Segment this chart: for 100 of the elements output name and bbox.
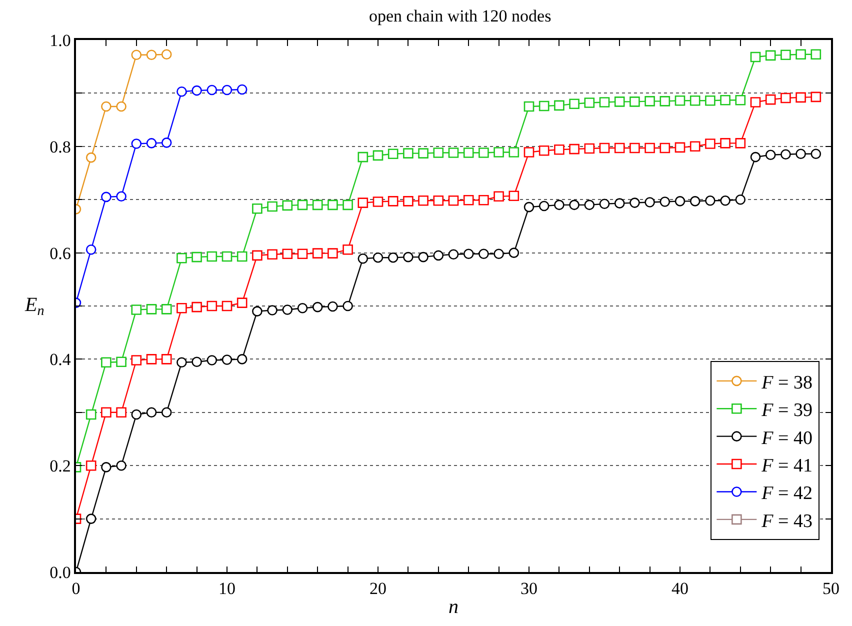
point <box>780 149 791 160</box>
point <box>554 200 564 210</box>
point <box>690 96 700 106</box>
point <box>614 142 625 154</box>
point <box>674 96 686 106</box>
point <box>312 302 323 312</box>
point <box>750 97 761 108</box>
y-tick-label: 1.0 <box>50 30 71 50</box>
point <box>508 248 520 258</box>
point <box>524 101 534 112</box>
point <box>720 94 730 106</box>
point <box>599 97 610 108</box>
point <box>176 302 187 314</box>
point <box>569 98 580 109</box>
point <box>312 200 323 210</box>
point <box>796 148 806 159</box>
x-tick-label: 50 <box>822 579 840 598</box>
point <box>131 138 142 149</box>
point <box>780 50 791 60</box>
point <box>796 49 806 60</box>
point <box>403 148 414 158</box>
point <box>86 152 96 163</box>
point <box>222 300 232 312</box>
y-tick-label: 0.0 <box>50 562 71 582</box>
point <box>463 148 474 158</box>
point <box>403 196 414 206</box>
point <box>252 250 262 261</box>
point <box>222 84 232 96</box>
point <box>328 200 338 210</box>
point <box>161 407 172 418</box>
point <box>810 148 822 159</box>
legend-label: F = 41 <box>760 455 813 476</box>
point <box>448 249 459 260</box>
point <box>101 192 112 202</box>
x-tick-label: 20 <box>370 579 386 598</box>
point <box>388 196 398 206</box>
y-tick-label: 0.6 <box>50 244 71 263</box>
point <box>86 244 96 255</box>
point <box>720 138 730 148</box>
point <box>131 304 142 315</box>
chart-title: open chain with 120 nodes <box>368 6 552 26</box>
point <box>765 50 776 61</box>
y-tick-label: 0.8 <box>50 137 71 156</box>
point <box>765 94 776 105</box>
point <box>644 96 655 106</box>
point <box>131 409 142 420</box>
point <box>358 198 368 208</box>
point <box>222 251 232 262</box>
point <box>735 194 746 205</box>
point <box>735 138 746 148</box>
point <box>328 248 338 258</box>
point <box>418 252 428 262</box>
point <box>463 194 474 206</box>
point <box>146 304 157 314</box>
legend-label: F = 38 <box>760 372 813 394</box>
point <box>418 148 428 158</box>
legend-label: F = 39 <box>760 400 813 422</box>
point <box>146 354 157 364</box>
y-axis-title: E$_{n}$ <box>24 294 44 320</box>
point <box>358 254 368 264</box>
point <box>267 305 278 316</box>
point <box>584 98 595 108</box>
point <box>116 356 126 368</box>
point <box>252 306 262 316</box>
point <box>478 148 489 158</box>
point <box>388 252 398 263</box>
point <box>146 50 157 60</box>
point <box>524 202 534 212</box>
point <box>131 355 142 366</box>
point <box>342 300 353 312</box>
point <box>192 252 202 262</box>
point <box>630 198 640 208</box>
point <box>538 146 550 156</box>
point <box>569 200 580 210</box>
point <box>554 144 564 155</box>
point <box>282 248 293 260</box>
x-tick-label: 40 <box>672 579 688 598</box>
point <box>161 304 172 314</box>
point <box>176 86 187 97</box>
point <box>236 251 248 262</box>
point <box>176 252 187 264</box>
point <box>282 200 293 211</box>
point <box>660 196 670 207</box>
point <box>750 52 761 62</box>
legend-label: F = 42 <box>760 483 813 504</box>
point <box>116 407 126 418</box>
point <box>252 203 262 214</box>
point <box>116 101 126 112</box>
point <box>403 252 414 262</box>
point <box>614 96 625 107</box>
point <box>494 248 504 260</box>
point <box>206 84 218 96</box>
point <box>630 96 640 107</box>
point <box>690 196 700 206</box>
point <box>433 196 444 206</box>
point <box>101 407 112 418</box>
point <box>524 147 534 158</box>
point <box>282 304 293 315</box>
point <box>101 357 112 368</box>
point <box>192 85 202 96</box>
